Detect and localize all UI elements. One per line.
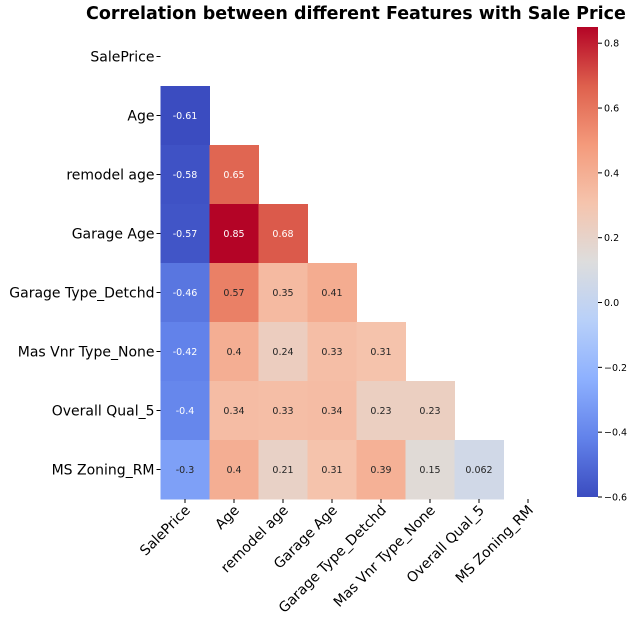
cell-value-label: 0.15 — [419, 465, 440, 476]
y-tick-label: Garage Type_Detchd — [9, 286, 154, 302]
cell-value-label: 0.4 — [226, 465, 241, 476]
heatmap-cell — [307, 381, 357, 441]
cell-value-label: 0.4 — [226, 347, 241, 358]
heatmap-cell — [356, 322, 406, 382]
colorbar-tick-label: −0.6 — [604, 493, 627, 504]
cell-value-label: 0.24 — [272, 347, 293, 358]
heatmap-cell — [258, 204, 308, 264]
cell-value-label: 0.34 — [321, 406, 342, 417]
y-tick-label: SalePrice — [90, 50, 154, 66]
colorbar — [577, 27, 598, 497]
heatmap-cell — [160, 86, 210, 146]
colorbar-tick-label: 0.6 — [604, 104, 619, 115]
cell-value-label: 0.65 — [223, 170, 244, 181]
heatmap-cell — [307, 440, 357, 500]
cell-value-label: 0.062 — [465, 465, 492, 476]
heatmap-cell — [160, 145, 210, 205]
heatmap-cell — [209, 322, 259, 382]
heatmap-cell — [258, 381, 308, 441]
cell-value-label: -0.58 — [173, 170, 198, 181]
heatmap-cell — [258, 440, 308, 500]
colorbar-tick-label: 0.0 — [604, 298, 619, 309]
colorbar-tick-label: −0.4 — [604, 428, 627, 439]
colorbar-tick-label: 0.8 — [604, 39, 619, 50]
heatmap-cell — [454, 440, 504, 500]
cell-value-label: 0.31 — [321, 465, 342, 476]
heatmap-cell — [356, 440, 406, 500]
cell-value-label: 0.39 — [370, 465, 391, 476]
cell-value-label: 0.41 — [321, 288, 342, 299]
y-tick-label: Age — [127, 109, 154, 125]
cell-value-label: -0.61 — [173, 111, 198, 122]
y-tick-label: Garage Age — [72, 227, 155, 243]
chart-title: Correlation between different Features w… — [86, 4, 626, 24]
cell-value-label: 0.31 — [370, 347, 391, 358]
heatmap-cell — [209, 440, 259, 500]
heatmap-cell — [160, 440, 210, 500]
heatmap-cell — [405, 381, 455, 441]
cell-value-label: 0.35 — [272, 288, 293, 299]
heatmap-cell — [258, 263, 308, 323]
heatmap-cell — [209, 145, 259, 205]
cell-value-label: 0.34 — [223, 406, 244, 417]
cell-value-label: -0.42 — [173, 347, 198, 358]
y-tick-label: Overall Qual_5 — [52, 404, 155, 420]
heatmap-cell — [160, 263, 210, 323]
heatmap-cell — [258, 322, 308, 382]
x-tick-label: SalePrice — [137, 503, 194, 560]
cell-value-label: 0.23 — [370, 406, 391, 417]
y-tick-label: remodel age — [66, 168, 154, 184]
cell-value-label: 0.57 — [223, 288, 244, 299]
cell-value-label: -0.46 — [173, 288, 198, 299]
colorbar-tick-label: 0.2 — [604, 233, 619, 244]
y-tick-label: Mas Vnr Type_None — [18, 345, 155, 361]
x-tick-label: Age — [212, 503, 242, 533]
heatmap-cell — [209, 263, 259, 323]
cell-value-label: -0.57 — [173, 229, 198, 240]
heatmap-cell — [356, 381, 406, 441]
heatmap-cell — [209, 204, 259, 264]
cell-value-label: 0.23 — [419, 406, 440, 417]
cell-value-label: -0.4 — [176, 406, 195, 417]
heatmap-cell — [160, 381, 210, 441]
cell-value-label: 0.33 — [321, 347, 342, 358]
cell-value-label: -0.3 — [176, 465, 195, 476]
heatmap-cell — [307, 322, 357, 382]
heatmap-cell — [405, 440, 455, 500]
colorbar-tick-label: −0.2 — [604, 363, 627, 374]
heatmap-cell — [307, 263, 357, 323]
cell-value-label: 0.68 — [272, 229, 293, 240]
heatmap-cell — [209, 381, 259, 441]
heatmap-cell — [160, 204, 210, 264]
cell-value-label: 0.33 — [272, 406, 293, 417]
cell-value-label: 0.21 — [272, 465, 293, 476]
cell-value-label: 0.85 — [223, 229, 244, 240]
y-tick-label: MS Zoning_RM — [52, 463, 155, 479]
heatmap-cell — [160, 322, 210, 382]
colorbar-tick-label: 0.4 — [604, 168, 619, 179]
